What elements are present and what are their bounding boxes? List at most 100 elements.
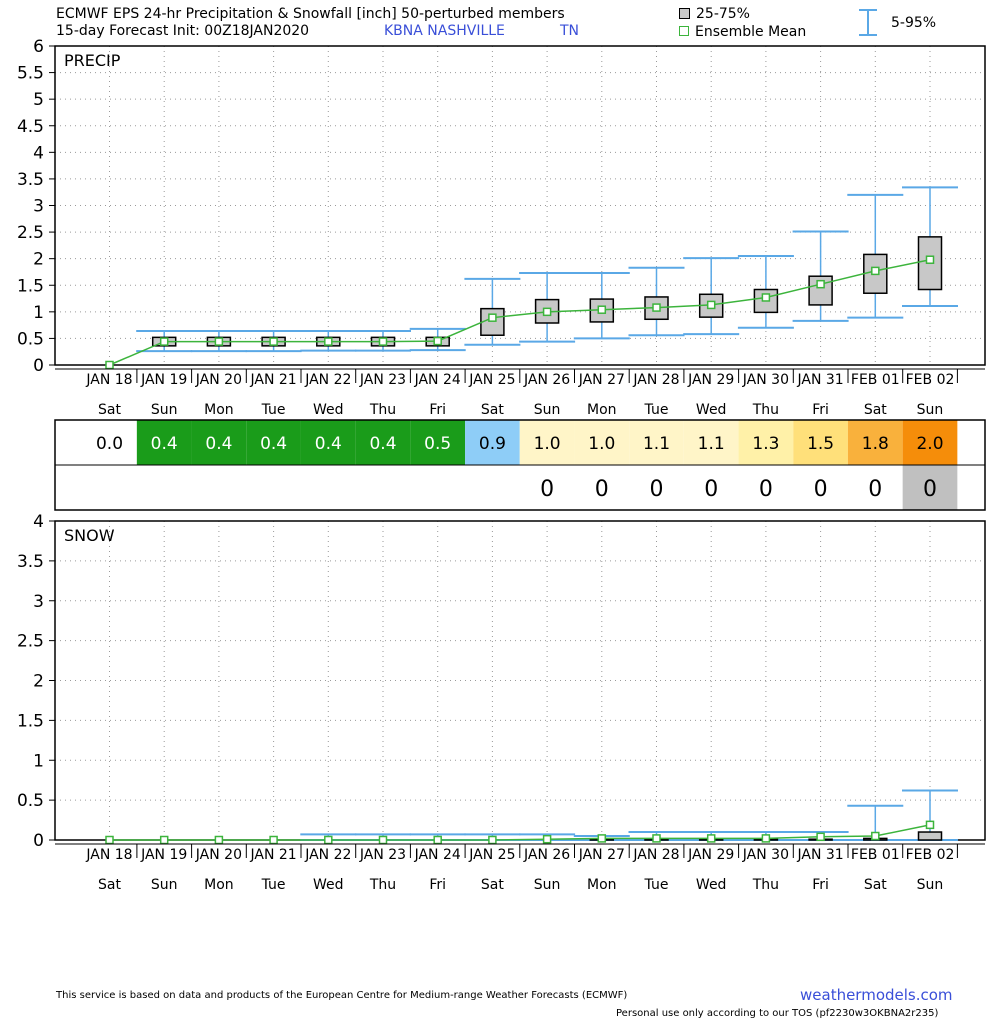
snow-day-label: Fri (429, 877, 446, 893)
station-state: TN (560, 23, 580, 39)
precip-totals-value: 1.1 (643, 434, 670, 454)
legend-whisker-icon (859, 9, 877, 36)
snow-date-label: JAN 27 (578, 847, 625, 863)
snow-totals-value: 0 (595, 477, 609, 502)
precip-day-label: Sun (534, 402, 561, 418)
snow-totals-cell (519, 465, 575, 510)
snow-day-label: Sat (481, 877, 504, 893)
precip-day-label: Wed (696, 402, 727, 418)
precip-day-label: Thu (752, 402, 779, 418)
snow-ytick-label: 1.5 (17, 711, 44, 731)
precip-date-label: JAN 20 (195, 372, 242, 388)
precip-day-label: Tue (644, 402, 669, 418)
snow-date-label: JAN 19 (140, 847, 187, 863)
legend-whisker-label: 5-95% (891, 15, 937, 31)
snow-ytick-label: 0.5 (17, 791, 44, 811)
snow-totals-cell (738, 465, 794, 510)
precip-totals-value: 0.4 (260, 434, 287, 454)
precip-date-label: JAN 24 (414, 372, 461, 388)
precip-totals-cell (55, 420, 137, 465)
snow-totals-value: 0 (814, 477, 828, 502)
precip-mean-point (378, 337, 388, 346)
snow-date-label: JAN 18 (85, 847, 132, 863)
snow-day-label: Sun (917, 877, 944, 893)
precip-mean-point (105, 360, 114, 370)
snow-day-label: Sun (151, 877, 178, 893)
precip-totals-cell (738, 420, 794, 465)
snow-totals-cell (55, 465, 137, 510)
snow-totals-value: 0 (923, 477, 937, 502)
precip-totals-value: 1.8 (862, 434, 889, 454)
precip-totals-value: 1.5 (807, 434, 834, 454)
legend-box-item: 25-75% (679, 6, 750, 22)
precip-mean-point (324, 337, 333, 346)
snow-panel-title: SNOW (64, 526, 115, 545)
snow-totals-cell (793, 465, 848, 510)
precip-totals-cell (847, 420, 903, 465)
snow-mean-point (925, 820, 935, 830)
precip-ytick-label: 6 (33, 37, 44, 57)
snow-day-label: Sat (98, 877, 121, 893)
precip-mean-point (214, 337, 224, 346)
precip-date-label: JAN 18 (85, 372, 132, 388)
snow-ytick-label: 1 (33, 751, 44, 771)
precip-totals-cell (136, 420, 192, 465)
snow-day-label: Thu (369, 877, 396, 893)
precip-ytick-label: 5 (33, 90, 44, 110)
snow-date-label: JAN 23 (359, 847, 406, 863)
precip-date-label: FEB 02 (906, 372, 955, 388)
footer-site-link[interactable]: weathermodels.com (800, 986, 953, 1004)
precip-date-label: JAN 25 (468, 372, 515, 388)
precip-mean-point (488, 313, 497, 322)
snow-ytick-label: 3 (33, 592, 44, 612)
precip-totals-cell (683, 420, 739, 465)
snow-date-label: JAN 25 (468, 847, 515, 863)
snow-box (917, 831, 943, 841)
snow-mean-line (109, 824, 931, 841)
snow-mean-point (159, 835, 169, 845)
precip-ytick-label: 5.5 (17, 64, 44, 84)
precip-mean-point (542, 307, 552, 317)
snow-day-label: Fri (812, 877, 829, 893)
precip-date-label: JAN 23 (359, 372, 406, 388)
precip-ytick-label: 3.5 (17, 170, 44, 190)
legend-mean-icon (679, 26, 689, 36)
snow-mean-point (378, 835, 388, 845)
snow-mean-point (542, 834, 552, 844)
precip-day-label: Fri (812, 402, 829, 418)
snow-ytick-label: 2.5 (17, 632, 44, 652)
snow-totals-value: 0 (540, 477, 554, 502)
precip-mean-point (816, 279, 825, 289)
snow-mean-point (761, 834, 771, 843)
snow-day-label: Tue (644, 877, 669, 893)
precip-totals-value: 1.0 (588, 434, 615, 454)
snow-day-label: Wed (313, 877, 344, 893)
snow-totals-cell (300, 465, 356, 510)
precip-totals-value: 0.4 (151, 434, 178, 454)
precip-mean-point (706, 300, 716, 310)
precip-frame (54, 45, 986, 366)
snow-totals-cell (574, 465, 630, 510)
precip-panel-title: PRECIP (64, 51, 121, 70)
precip-totals-cell (902, 420, 958, 465)
precip-totals-value: 2.0 (916, 434, 943, 454)
snow-date-label: FEB 02 (906, 847, 955, 863)
precip-date-label: JAN 26 (523, 372, 570, 388)
precip-ytick-label: 1.5 (17, 276, 44, 296)
snow-totals-cell (465, 465, 520, 510)
snow-mean-point (706, 834, 716, 843)
precip-day-label: Sat (481, 402, 504, 418)
precip-mean-point (925, 255, 935, 264)
legend-mean-label: Ensemble Mean (695, 24, 807, 40)
snow-mean-point (816, 832, 825, 842)
snow-totals-cell (136, 465, 192, 510)
precip-totals-cell (793, 420, 848, 465)
precip-mean-point (871, 266, 880, 276)
precip-mean-point (597, 305, 607, 314)
snow-totals-value: 0 (650, 477, 664, 502)
snow-date-label: JAN 28 (632, 847, 679, 863)
snow-totals-value: 0 (704, 477, 718, 502)
precip-totals-cell (410, 420, 466, 465)
snow-ytick-label: 2 (33, 672, 44, 692)
snow-date-label: JAN 31 (796, 847, 843, 863)
